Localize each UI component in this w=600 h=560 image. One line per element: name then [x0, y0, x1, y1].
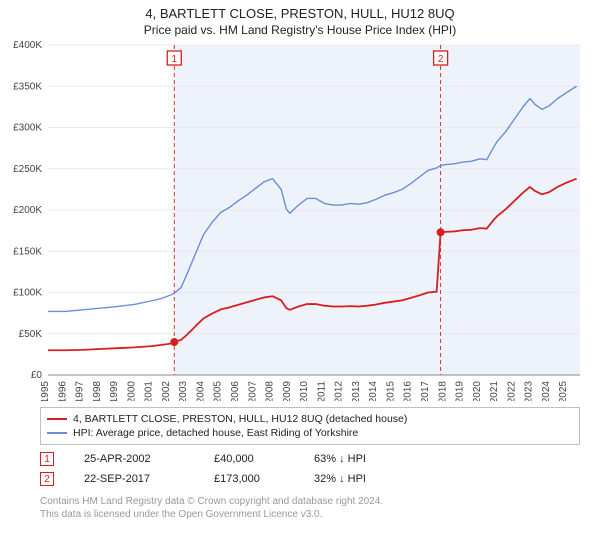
y-tick-label: £350K [13, 81, 42, 92]
title-subtitle: Price paid vs. HM Land Registry's House … [0, 23, 600, 37]
x-tick-label: 2013 [351, 381, 362, 401]
x-tick-label: 2016 [403, 381, 414, 401]
x-tick-label: 1995 [40, 381, 51, 401]
x-tick-label: 2015 [385, 381, 396, 401]
chart-title-block: 4, BARTLETT CLOSE, PRESTON, HULL, HU12 8… [0, 0, 600, 41]
legend-row: 4, BARTLETT CLOSE, PRESTON, HULL, HU12 8… [47, 412, 573, 426]
y-tick-label: £200K [13, 205, 42, 216]
title-address: 4, BARTLETT CLOSE, PRESTON, HULL, HU12 8… [0, 6, 600, 21]
legend-row: HPI: Average price, detached house, East… [47, 426, 573, 440]
x-tick-label: 2017 [420, 381, 431, 401]
x-tick-label: 2004 [195, 381, 206, 401]
x-tick-label: 2014 [368, 381, 379, 401]
y-tick-label: £50K [19, 329, 43, 340]
y-tick-label: £100K [13, 288, 42, 299]
x-tick-label: 2002 [161, 381, 172, 401]
tx-price: £173,000 [214, 473, 284, 485]
y-tick-label: £400K [13, 41, 42, 51]
y-tick-label: £150K [13, 246, 42, 257]
x-tick-label: 2008 [265, 381, 276, 401]
tx-diff: 63% ↓ HPI [314, 453, 404, 465]
y-tick-label: £0 [31, 370, 43, 381]
footer-attribution: Contains HM Land Registry data © Crown c… [40, 495, 580, 521]
tx-date: 22-SEP-2017 [84, 473, 184, 485]
legend: 4, BARTLETT CLOSE, PRESTON, HULL, HU12 8… [40, 407, 580, 445]
tx-marker-num: 2 [438, 54, 444, 65]
legend-swatch [47, 418, 67, 420]
footer-line-1: Contains HM Land Registry data © Crown c… [40, 495, 580, 508]
x-tick-label: 2024 [541, 381, 552, 401]
x-tick-label: 2006 [230, 381, 241, 401]
x-tick-label: 1998 [92, 381, 103, 401]
x-tick-label: 2018 [437, 381, 448, 401]
x-tick-label: 2019 [455, 381, 466, 401]
x-tick-label: 2003 [178, 381, 189, 401]
x-tick-label: 2007 [247, 381, 258, 401]
price-chart: £0 £50K £100K £150K £200K £250K £300K £350K £400… [0, 41, 600, 401]
y-tick-label: £250K [13, 164, 42, 175]
x-tick-label: 2005 [213, 381, 224, 401]
x-tick-label: 2011 [316, 381, 327, 401]
x-tick-label: 2023 [524, 381, 535, 401]
x-tick-label: 2025 [558, 381, 569, 401]
tx-marker-icon: 2 [40, 472, 54, 486]
x-tick-label: 2000 [126, 381, 137, 401]
x-tick-label: 2010 [299, 381, 310, 401]
x-tick-label: 2012 [334, 381, 345, 401]
x-tick-label: 2022 [506, 381, 517, 401]
legend-label: HPI: Average price, detached house, East… [73, 427, 358, 439]
footer-line-2: This data is licensed under the Open Gov… [40, 508, 580, 521]
x-tick-label: 2009 [282, 381, 293, 401]
legend-label: 4, BARTLETT CLOSE, PRESTON, HULL, HU12 8… [73, 413, 407, 425]
x-tick-label: 1999 [109, 381, 120, 401]
tx-marker-num: 1 [171, 54, 177, 65]
tx-date: 25-APR-2002 [84, 453, 184, 465]
x-tick-label: 2020 [472, 381, 483, 401]
y-tick-label: £300K [13, 123, 42, 134]
x-tick-label: 2001 [144, 381, 155, 401]
x-tick-label: 2021 [489, 381, 500, 401]
x-tick-label: 1996 [57, 381, 68, 401]
tx-price: £40,000 [214, 453, 284, 465]
tx-diff: 32% ↓ HPI [314, 473, 404, 485]
tx-row: 2 22-SEP-2017 £173,000 32% ↓ HPI [40, 469, 580, 489]
legend-swatch [47, 432, 67, 434]
tx-point [437, 228, 445, 236]
tx-point [170, 338, 178, 346]
transactions-table: 1 25-APR-2002 £40,000 63% ↓ HPI 2 22-SEP-2017… [40, 449, 580, 489]
x-tick-label: 1997 [75, 381, 86, 401]
tx-row: 1 25-APR-2002 £40,000 63% ↓ HPI [40, 449, 580, 469]
tx-marker-icon: 1 [40, 452, 54, 466]
